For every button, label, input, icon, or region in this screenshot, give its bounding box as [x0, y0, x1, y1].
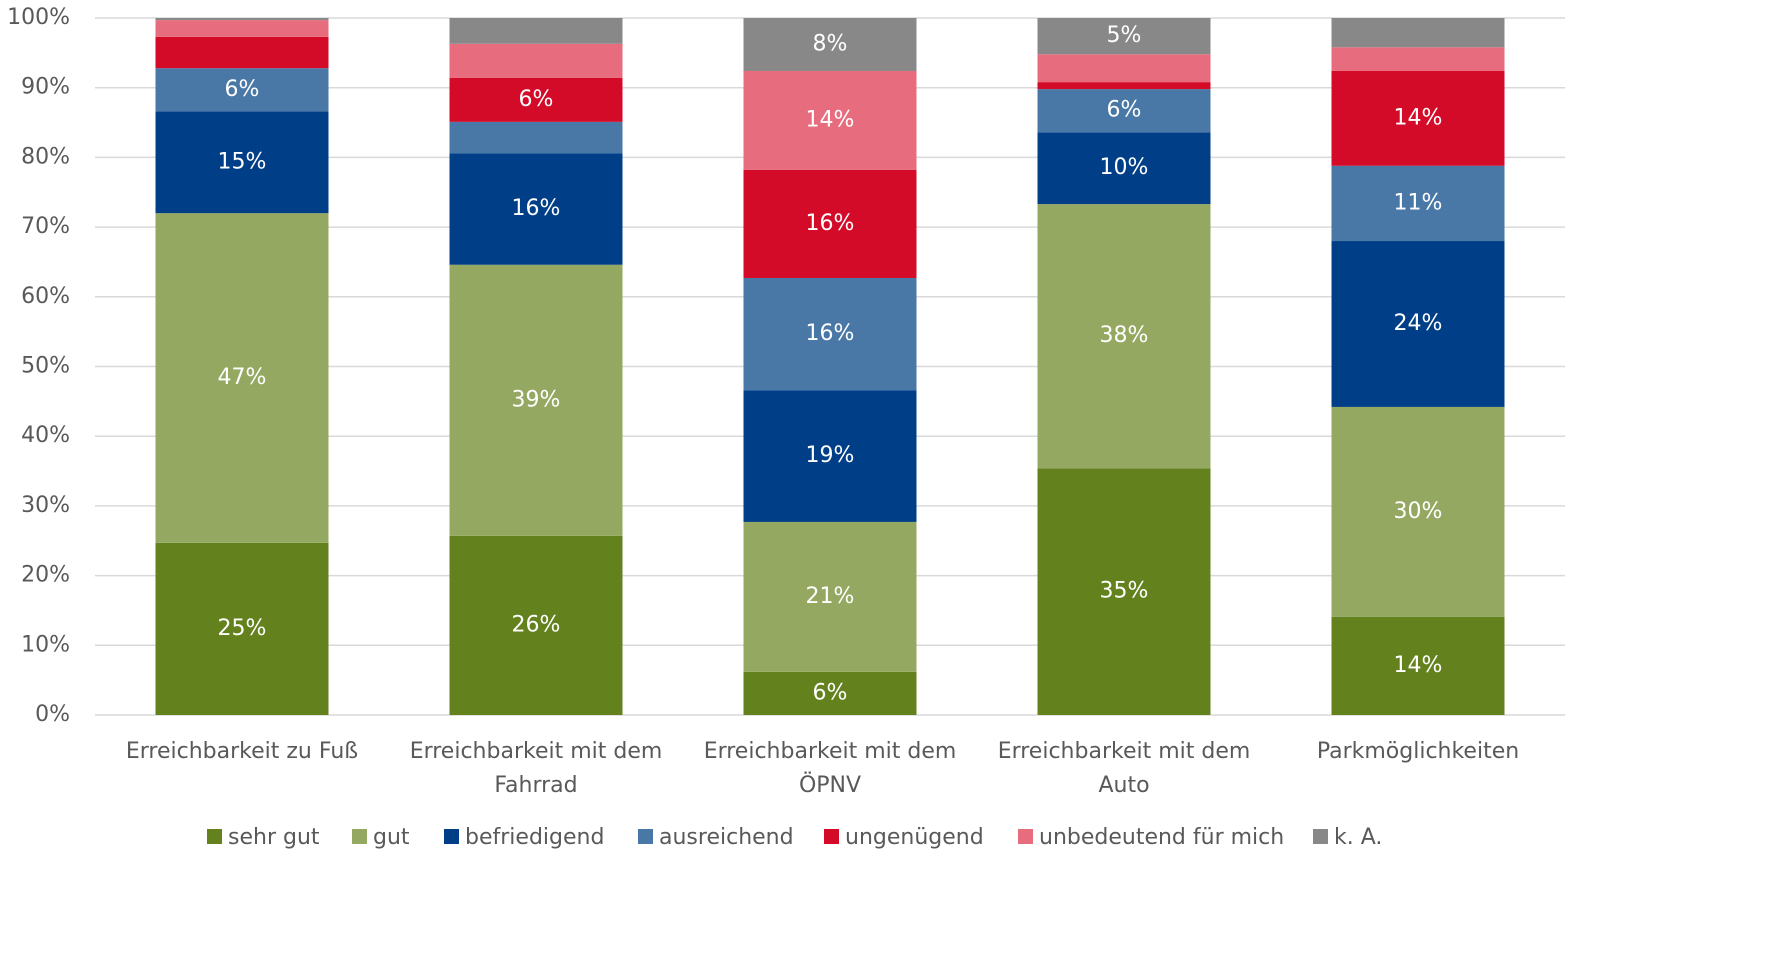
data-label: 14%	[806, 107, 855, 132]
bar-segment	[155, 20, 329, 37]
bar-segment	[155, 18, 329, 21]
bar-segment	[743, 169, 917, 278]
data-label: 6%	[225, 77, 260, 102]
x-tick-label: Erreichbarkeit mit dem ÖPNV	[703, 739, 957, 798]
bar-segment	[1331, 47, 1505, 71]
data-label: 35%	[1100, 579, 1149, 604]
bar-segment	[1331, 616, 1505, 715]
legend-swatch	[1018, 829, 1033, 844]
bar-segment	[1037, 132, 1211, 205]
y-tick-label: 30%	[21, 493, 70, 518]
bar-segment	[449, 43, 623, 78]
bar-segment	[1331, 241, 1505, 407]
bar-segment	[1037, 204, 1211, 469]
legend-label: befriedigend	[465, 825, 604, 850]
bar-segment	[1331, 70, 1505, 166]
bar-segment	[155, 542, 329, 715]
data-label: 10%	[1100, 155, 1149, 180]
legend-label: unbedeutend für mich	[1039, 825, 1284, 850]
y-tick-label: 70%	[21, 214, 70, 239]
data-label: 14%	[1394, 105, 1443, 130]
legend-swatch	[824, 829, 839, 844]
bar-segment	[449, 18, 623, 44]
data-label: 6%	[519, 87, 554, 112]
legend-label: ausreichend	[659, 825, 794, 850]
bar-segment	[449, 153, 623, 265]
y-tick-label: 60%	[21, 284, 70, 309]
y-tick-label: 10%	[21, 632, 70, 657]
bar-segment	[743, 277, 917, 391]
y-tick-label: 40%	[21, 423, 70, 448]
bar-segment	[1331, 406, 1505, 617]
data-label: 47%	[218, 365, 267, 390]
bar-segment	[155, 213, 329, 543]
bar-segment	[743, 521, 917, 672]
data-label: 39%	[512, 387, 561, 412]
bar-segment	[743, 18, 917, 71]
data-label: 16%	[806, 211, 855, 236]
bar-segment	[743, 390, 917, 522]
legend-swatch	[352, 829, 367, 844]
bar-segment	[155, 36, 329, 69]
bar-segment	[155, 68, 329, 112]
y-tick-label: 100%	[7, 5, 70, 30]
bar-segment	[1037, 468, 1211, 715]
bar-segment	[1331, 165, 1505, 242]
data-label: 6%	[813, 680, 848, 705]
y-tick-label: 0%	[35, 702, 70, 727]
data-label: 14%	[1394, 653, 1443, 678]
data-label: 21%	[806, 584, 855, 609]
x-tick-label: Erreichbarkeit mit dem Fahrrad	[409, 739, 663, 798]
bar-segment	[1037, 82, 1211, 90]
data-label: 8%	[813, 31, 848, 56]
data-label: 38%	[1100, 323, 1149, 348]
bar-segment	[743, 671, 917, 715]
data-label: 16%	[806, 321, 855, 346]
data-label: 11%	[1394, 190, 1443, 215]
y-tick-label: 90%	[21, 75, 70, 100]
y-tick-label: 50%	[21, 354, 70, 379]
legend-swatch	[444, 829, 459, 844]
data-label: 26%	[512, 612, 561, 637]
legend-label: k. A.	[1334, 825, 1382, 850]
bar-segment	[449, 535, 623, 715]
x-tick-label: Erreichbarkeit zu Fuß	[125, 739, 359, 764]
legend-swatch	[207, 829, 222, 844]
bar-segment	[155, 111, 329, 214]
y-tick-label: 80%	[21, 144, 70, 169]
legend-label: sehr gut	[228, 825, 320, 850]
bar-segment	[743, 70, 917, 170]
x-tick-label: Parkmöglichkeiten	[1316, 739, 1520, 764]
y-tick-label: 20%	[21, 563, 70, 588]
legend-swatch	[1313, 829, 1328, 844]
bar-segment	[1037, 89, 1211, 133]
bar-segment	[449, 77, 623, 122]
data-label: 5%	[1107, 23, 1142, 48]
legend-label: ungenügend	[845, 825, 984, 850]
data-label: 19%	[806, 443, 855, 468]
x-tick-label: Erreichbarkeit mit dem Auto	[997, 739, 1251, 798]
data-label: 6%	[1107, 98, 1142, 123]
legend-swatch	[638, 829, 653, 844]
data-label: 16%	[512, 196, 561, 221]
legend-label: gut	[373, 825, 410, 850]
bar-segment	[449, 264, 623, 536]
bar-segment	[1037, 18, 1211, 55]
data-label: 25%	[218, 616, 267, 641]
bar-segment	[449, 121, 623, 154]
data-label: 30%	[1394, 499, 1443, 524]
data-label: 15%	[218, 149, 267, 174]
data-label: 24%	[1394, 311, 1443, 336]
bar-segment	[1037, 54, 1211, 83]
bar-segment	[1331, 18, 1505, 48]
